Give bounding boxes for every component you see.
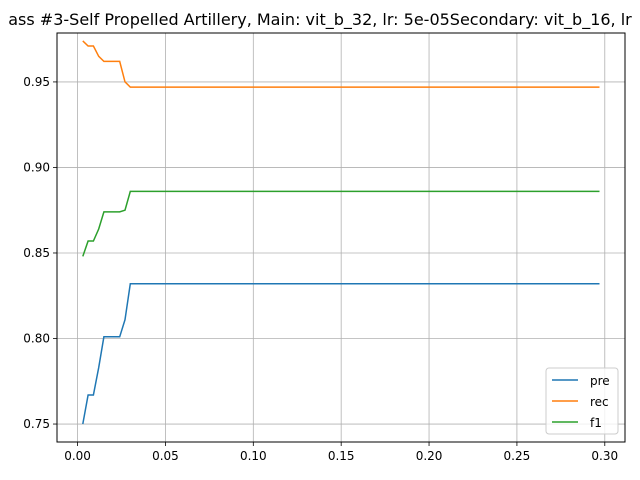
series-line-f1 <box>82 190 600 257</box>
legend-box <box>545 367 619 435</box>
x-axis: 0.00 0.05 0.10 0.15 0.20 0.25 0.30 <box>64 442 618 463</box>
legend: pre rec f1 <box>545 367 619 435</box>
grid-lines <box>57 33 625 442</box>
y-tick-label: 0.80 <box>23 332 50 346</box>
series-line-pre <box>82 283 600 425</box>
y-tick-label: 0.75 <box>23 417 50 431</box>
y-tick-label: 0.90 <box>23 160 50 174</box>
x-tick-label: 0.00 <box>64 449 91 463</box>
x-tick-label: 0.15 <box>328 449 355 463</box>
series-lines <box>82 40 600 425</box>
x-tick-label: 0.25 <box>504 449 531 463</box>
x-tick-label: 0.05 <box>152 449 179 463</box>
x-tick-label: 0.20 <box>416 449 443 463</box>
legend-label-f1: f1 <box>590 416 602 430</box>
chart-title: ass #3-Self Propelled Artillery, Main: v… <box>8 10 632 30</box>
y-tick-label: 0.85 <box>23 246 50 260</box>
legend-label-pre: pre <box>590 374 610 388</box>
y-axis: 0.75 0.80 0.85 0.90 0.95 <box>23 75 57 431</box>
x-tick-label: 0.10 <box>240 449 267 463</box>
series-line-rec <box>82 40 600 88</box>
y-tick-label: 0.95 <box>23 75 50 89</box>
x-tick-label: 0.30 <box>591 449 618 463</box>
legend-label-rec: rec <box>590 395 609 409</box>
